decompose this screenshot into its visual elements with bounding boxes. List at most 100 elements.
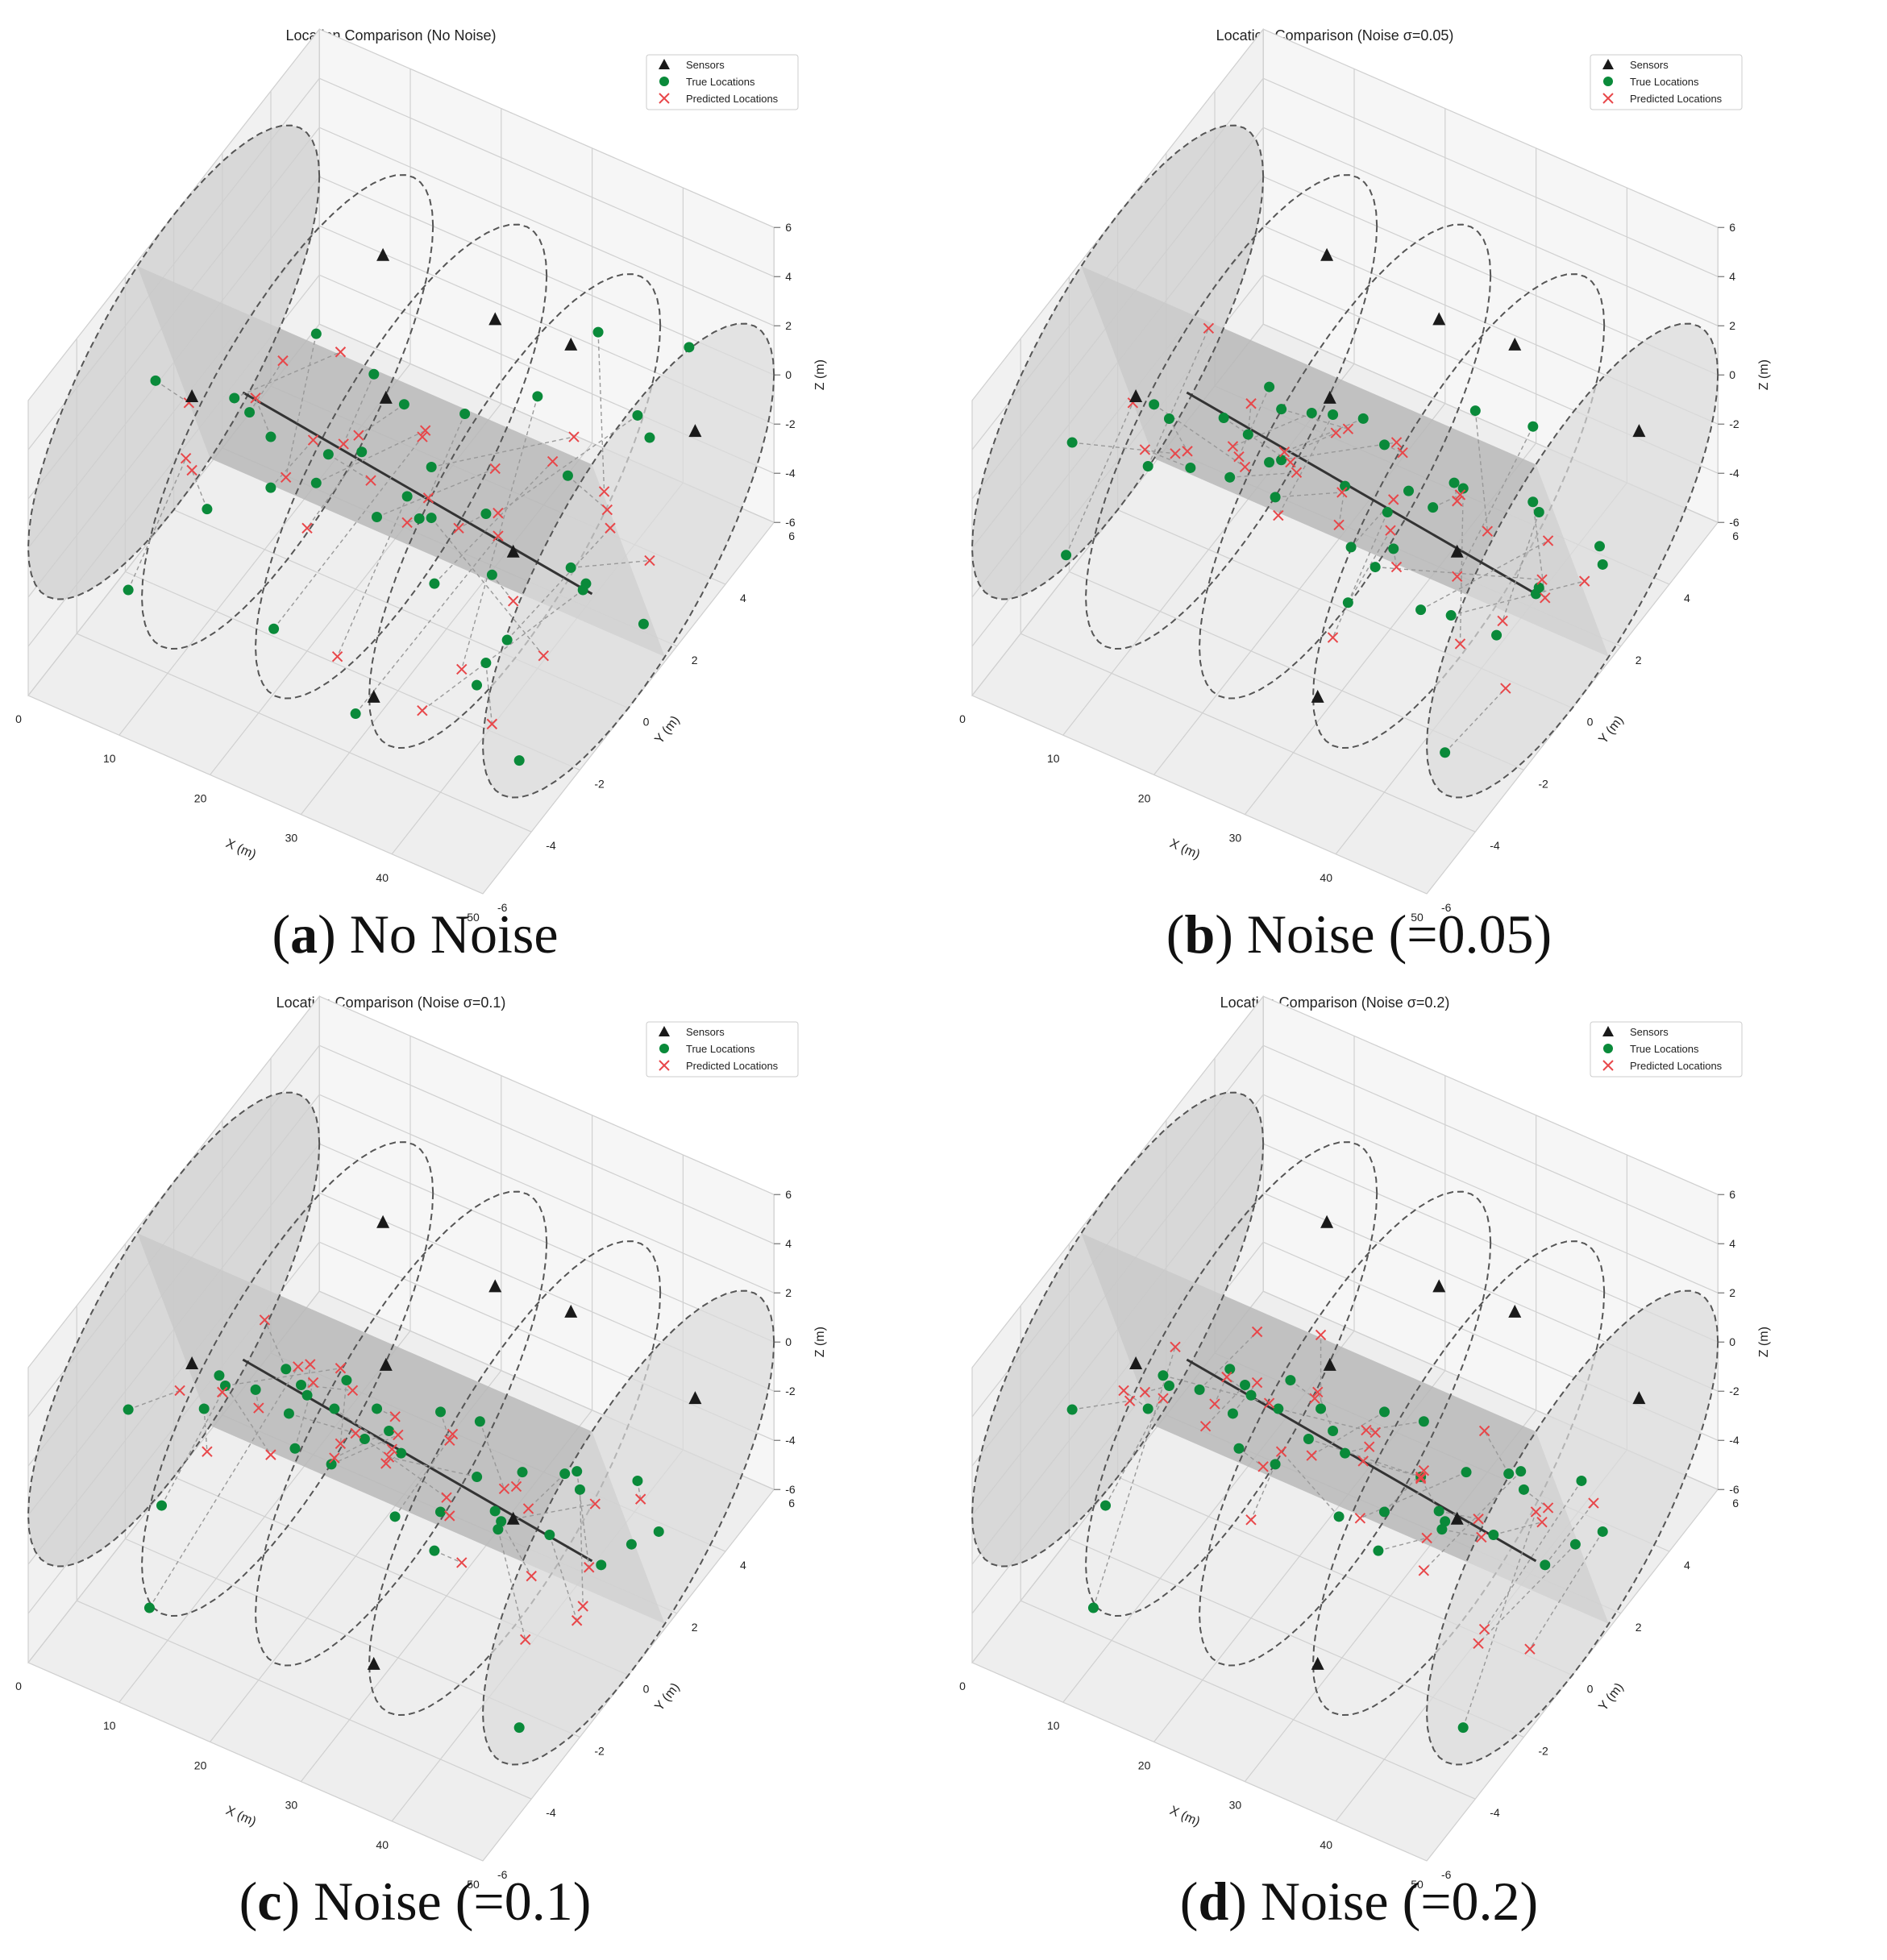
predicted-location-point <box>1245 398 1257 409</box>
true-location-point <box>426 462 437 473</box>
error-line <box>315 430 426 484</box>
predicted-location-point <box>453 522 464 534</box>
error-line <box>306 451 363 529</box>
true-location-point <box>429 1545 440 1556</box>
predicted-location-point <box>422 492 434 504</box>
x-tick-label: 50 <box>1411 1878 1424 1891</box>
true-location-point <box>1264 457 1275 468</box>
z-tick-label: 4 <box>785 1237 792 1250</box>
predicted-location-point <box>493 530 504 542</box>
true-location-point <box>1449 477 1460 488</box>
predicted-location-point <box>589 1498 601 1509</box>
error-line <box>431 436 575 468</box>
true-location-point <box>301 1389 313 1401</box>
chart-a: Location Comparison (No Noise)0102030405… <box>15 27 827 924</box>
true-location-point <box>1503 1468 1515 1480</box>
true-location-point <box>1142 461 1153 472</box>
cylinder-ring <box>140 174 434 650</box>
legend-true-icon <box>659 77 669 86</box>
legend-box <box>646 1021 799 1078</box>
error-line <box>285 334 318 478</box>
predicted-location-point <box>329 1452 340 1464</box>
sensor-point <box>688 424 702 438</box>
true-location-point <box>1227 1408 1238 1419</box>
true-location-point <box>1440 747 1451 758</box>
error-line <box>1493 1522 1543 1536</box>
true-location-point <box>684 342 695 353</box>
predicted-location-point <box>1415 1471 1427 1483</box>
true-location-point <box>532 391 543 402</box>
true-location-point <box>1382 507 1393 518</box>
true-location-point <box>1066 437 1078 448</box>
error-line <box>1420 540 1548 611</box>
true-location-point <box>1418 1416 1429 1427</box>
x-tick-label: 10 <box>103 752 116 765</box>
true-location-point <box>472 1472 483 1483</box>
predicted-location-point <box>1139 1386 1151 1398</box>
true-location-point <box>1527 496 1539 508</box>
z-tick-label: 4 <box>785 270 792 283</box>
predicted-location-point <box>1421 1532 1432 1544</box>
true-location-point <box>496 1516 507 1527</box>
true-location-point <box>1276 404 1287 415</box>
error-line <box>1483 1431 1510 1474</box>
true-location-point <box>1066 1404 1078 1415</box>
true-location-point <box>401 491 413 502</box>
y-tick-label: -4 <box>1490 1806 1500 1819</box>
predicted-location-point <box>1278 446 1291 458</box>
predicted-location-point <box>380 1458 392 1469</box>
predicted-location-point <box>305 1359 316 1370</box>
sensor-point <box>367 689 380 703</box>
predicted-location-point <box>1363 1441 1375 1452</box>
error-line <box>571 559 650 569</box>
legend-sensor-icon <box>1602 59 1614 69</box>
true-location-point <box>435 1406 447 1418</box>
true-location-point <box>1158 1370 1169 1381</box>
true-location-point <box>513 1722 525 1734</box>
y-tick-label: -6 <box>497 901 508 914</box>
sensor-point <box>1450 1511 1464 1525</box>
y-tick-label: -6 <box>1441 1868 1452 1881</box>
true-location-point <box>326 1459 337 1470</box>
legend-box <box>646 54 799 110</box>
sensor-point <box>1508 337 1522 351</box>
error-line <box>1214 1368 1231 1405</box>
predicted-location-point <box>1478 1623 1490 1635</box>
cylinder-end-right <box>1425 1289 1719 1766</box>
predicted-location-point <box>1203 322 1215 334</box>
z-tick-label: -6 <box>1729 1483 1739 1496</box>
predicted-location-point <box>335 1438 347 1450</box>
predicted-location-point <box>1370 1426 1381 1439</box>
true-location-point <box>544 1529 555 1540</box>
error-line <box>491 574 514 602</box>
predicted-location-point <box>417 704 428 716</box>
cylinder-ring <box>140 1141 434 1617</box>
y-tick-label: -4 <box>546 1806 556 1819</box>
error-line <box>336 496 408 657</box>
caption-text: Noise (=0.05) <box>1246 903 1552 965</box>
z-tick-label: 0 <box>1729 368 1735 381</box>
legend-label: Sensors <box>686 59 725 71</box>
predicted-location-point <box>1454 489 1466 500</box>
y-tick-label: 4 <box>1684 1559 1690 1572</box>
true-location-point <box>489 1505 501 1517</box>
y-tick-label: 2 <box>692 654 698 666</box>
x-tick-label: 10 <box>1047 1719 1060 1732</box>
error-line <box>597 332 605 492</box>
true-location-point <box>653 1526 664 1537</box>
predicted-location-point <box>1315 1329 1327 1341</box>
true-location-point <box>1527 421 1539 432</box>
error-line <box>394 1434 454 1518</box>
predicted-location-point <box>1291 467 1303 479</box>
true-location-point <box>250 1384 261 1395</box>
cable-line <box>1186 391 1537 596</box>
predicted-location-point <box>1327 632 1339 643</box>
predicted-location-point <box>568 431 580 442</box>
error-line <box>528 1473 566 1509</box>
sensor-point <box>1129 1356 1143 1369</box>
sensor-point <box>488 312 502 326</box>
true-location-point <box>574 1484 585 1495</box>
predicted-location-point <box>1476 1531 1487 1543</box>
predicted-location-point <box>335 1363 347 1374</box>
predicted-location-point <box>417 431 428 442</box>
